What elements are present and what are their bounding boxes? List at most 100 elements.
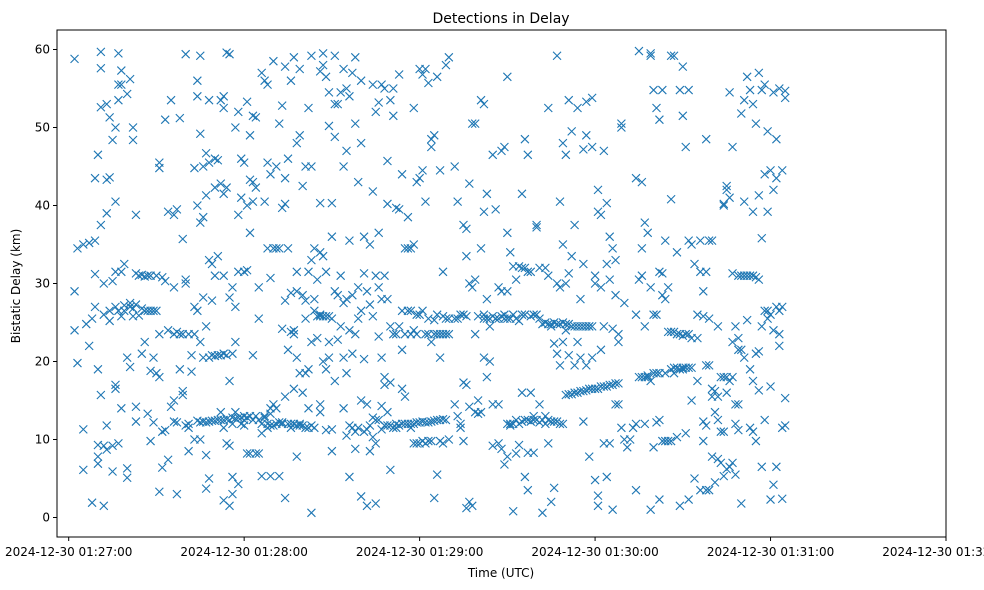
data-point [307, 162, 316, 171]
data-point [336, 271, 346, 281]
data-point [655, 267, 664, 277]
data-point [108, 441, 117, 451]
data-point [383, 199, 392, 209]
data-point [84, 341, 94, 351]
data-point [397, 384, 407, 394]
data-point [301, 296, 310, 306]
data-point [649, 442, 658, 452]
data-point [731, 470, 740, 479]
data-point [412, 329, 422, 339]
data-point [318, 60, 328, 70]
data-point [488, 150, 498, 160]
data-point [397, 345, 407, 355]
data-point [564, 350, 574, 360]
data-point [198, 162, 208, 171]
data-point [429, 315, 439, 325]
data-point [733, 333, 743, 343]
x-axis-label: Time (UTC) [467, 566, 534, 580]
data-point [225, 49, 234, 59]
data-point [377, 424, 386, 434]
data-point [388, 84, 398, 93]
data-point [669, 368, 679, 378]
data-point [722, 388, 732, 398]
data-point [380, 84, 389, 93]
data-point [391, 203, 401, 213]
data-point [456, 423, 465, 433]
data-point [459, 220, 468, 230]
data-point [333, 290, 343, 300]
data-point [666, 436, 676, 446]
data-point [181, 275, 191, 284]
data-point [122, 473, 132, 483]
data-point [757, 85, 767, 95]
data-point [558, 240, 568, 249]
data-point [371, 271, 381, 281]
data-point [733, 345, 743, 355]
data-point [163, 325, 173, 335]
data-point [602, 472, 612, 482]
data-point [195, 435, 205, 444]
data-point [757, 462, 767, 472]
data-point [631, 485, 641, 495]
data-point [418, 70, 427, 79]
data-point [657, 85, 667, 95]
data-point [774, 329, 784, 339]
data-point [549, 417, 559, 426]
data-point [260, 413, 270, 423]
data-point [432, 310, 442, 320]
data-point [482, 189, 492, 199]
data-point [73, 358, 82, 368]
data-point [192, 91, 202, 101]
data-point [149, 417, 158, 427]
data-point [309, 244, 319, 253]
data-point [122, 463, 132, 473]
data-point [353, 177, 363, 187]
data-point [590, 475, 600, 485]
data-point [637, 244, 647, 253]
data-point [195, 337, 205, 347]
data-point [356, 492, 366, 501]
data-point [725, 462, 734, 472]
data-point [385, 378, 395, 387]
data-point [342, 431, 351, 440]
data-point [424, 417, 433, 427]
data-point [385, 322, 395, 331]
data-point [342, 146, 351, 156]
data-point [502, 452, 512, 462]
data-point [301, 314, 310, 323]
data-point [187, 367, 196, 377]
data-point [456, 310, 465, 320]
data-point [222, 48, 232, 58]
data-point [160, 276, 170, 286]
data-point [421, 329, 430, 339]
data-point [710, 478, 720, 487]
data-point [327, 446, 337, 456]
data-point [377, 353, 386, 362]
data-point [362, 501, 372, 511]
data-point [304, 267, 313, 277]
data-point [412, 439, 422, 448]
data-point [470, 275, 480, 284]
data-point [380, 380, 389, 390]
data-point [763, 306, 773, 316]
y-axis-label: Bistatic Delay (km) [9, 229, 23, 344]
data-point [479, 310, 489, 320]
data-point [204, 255, 214, 265]
data-point [777, 302, 787, 312]
data-point [564, 389, 574, 399]
data-point [70, 54, 79, 64]
data-point [675, 85, 685, 95]
data-point [476, 244, 486, 253]
data-point [701, 485, 711, 495]
data-point [152, 306, 161, 316]
data-point [523, 485, 533, 495]
data-point [116, 403, 126, 413]
data-point [374, 332, 384, 341]
data-point [681, 428, 691, 438]
data-point [672, 329, 682, 339]
data-point [362, 400, 372, 409]
data-point [731, 400, 740, 409]
data-point [722, 185, 732, 195]
data-point [233, 107, 243, 117]
y-tick-label: 50 [35, 121, 50, 135]
